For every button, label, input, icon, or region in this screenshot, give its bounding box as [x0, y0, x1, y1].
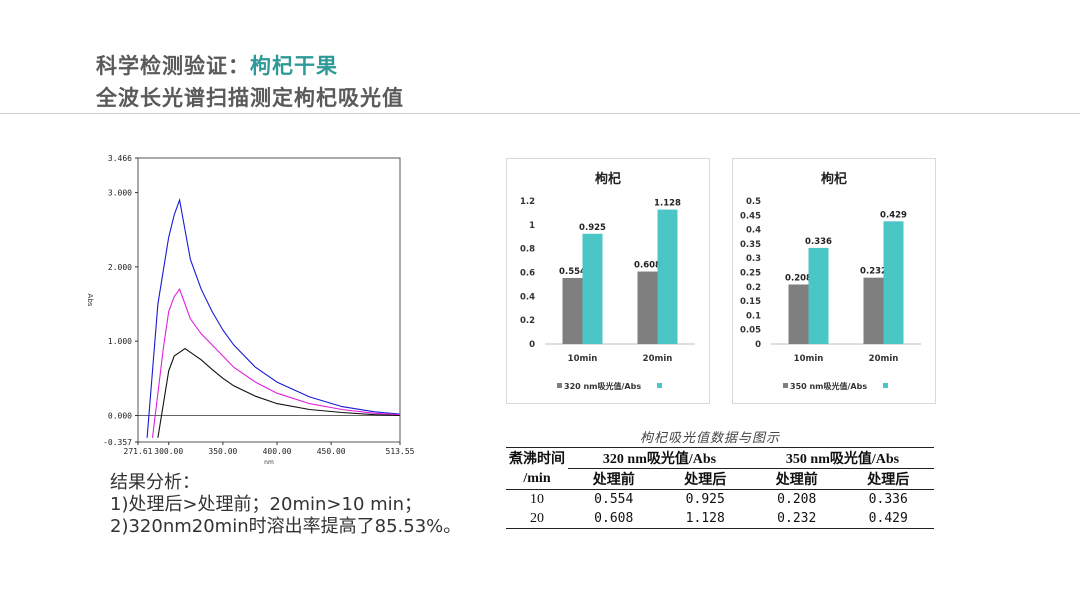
absorbance-table: 煮沸时间 320 nm吸光值/Abs 350 nm吸光值/Abs /min 处理… — [506, 447, 934, 529]
bar — [808, 247, 829, 344]
result-analysis: 结果分析： 1)处理后>处理前；20min>10 min； 2)320nm20m… — [110, 472, 461, 538]
legend-label: 320 nm吸光值/Abs — [564, 381, 641, 391]
bar-chart-320nm: 枸杞 0 0.2 0.4 0.6 0.8 1 1.2 10min 0.554 0.925 20min 0… — [506, 158, 710, 404]
spectrum-line-3 — [157, 347, 400, 438]
y-tick-label: 0 — [755, 340, 761, 350]
header-divider — [0, 113, 1080, 114]
y-tick-label: 0.25 — [740, 269, 761, 279]
y-tick-label: 3.466 — [108, 154, 132, 163]
data-label: 0.925 — [579, 223, 606, 233]
title-highlight: 枸杞干果 — [250, 54, 338, 78]
legend-swatch — [557, 383, 562, 388]
y-tick-label: 0.3 — [746, 254, 761, 264]
y-tick-label: 0.2 — [520, 316, 535, 326]
data-label: 0.232 — [860, 267, 887, 277]
sub-header: 处理后 — [659, 468, 751, 490]
x-axis-label: nm — [264, 459, 274, 466]
time-cell: 10 — [530, 491, 544, 507]
y-tick-label: 0.1 — [746, 311, 761, 321]
bar — [657, 209, 678, 344]
value-cell: 0.925 — [685, 492, 725, 507]
y-tick-label: 0.000 — [108, 411, 132, 420]
x-tick-label: 271.61 — [124, 447, 153, 456]
x-tick-label: 20min — [869, 354, 899, 364]
data-label: 0.429 — [880, 210, 907, 220]
data-label: 0.608 — [634, 261, 661, 271]
x-tick-label: 10min — [794, 354, 824, 364]
y-tick-label: 1 — [529, 221, 535, 231]
bar — [637, 271, 658, 344]
y-tick-label: 1.2 — [520, 197, 535, 207]
y-tick-label: -0.357 — [103, 438, 132, 447]
data-label: 0.554 — [559, 267, 586, 277]
value-cell: 0.232 — [751, 509, 843, 529]
value-cell: 1.128 — [659, 509, 751, 529]
bar — [788, 284, 809, 344]
legend-label: 350 nm吸光值/Abs — [790, 381, 867, 391]
slide-subtitle: 全波长光谱扫描测定枸杞吸光值 — [96, 86, 404, 110]
table-row: 10 0.554 0.925 0.208 0.336 — [506, 490, 934, 510]
data-label: 0.336 — [805, 237, 832, 247]
analysis-line-1: 1)处理后>处理前；20min>10 min； — [110, 494, 423, 515]
y-tick-label: 0.05 — [740, 326, 761, 336]
y-tick-label: 0.35 — [740, 240, 761, 250]
sub-header: 处理后 — [842, 468, 934, 490]
x-tick-label: 350.00 — [208, 447, 237, 456]
analysis-line-2: 2)320nm20min时溶出率提高了85.53%。 — [110, 516, 462, 537]
bar — [562, 277, 583, 344]
data-label: 1.128 — [654, 199, 681, 209]
y-tick-label: 0.8 — [520, 245, 535, 255]
title-prefix: 科学检测验证： — [96, 54, 250, 78]
sub-header: 处理前 — [568, 468, 660, 490]
value-cell: 0.429 — [842, 509, 934, 529]
legend-swatch — [657, 383, 662, 388]
y-tick-label: 0.2 — [746, 283, 761, 293]
x-tick-label: 10min — [568, 354, 598, 364]
table-row: 20 0.608 1.128 0.232 0.429 — [506, 509, 934, 529]
value-cell: 0.554 — [594, 492, 634, 507]
analysis-heading: 结果分析： — [110, 472, 200, 493]
chart-title: 枸杞 — [821, 171, 847, 187]
y-tick-label: 0.15 — [740, 297, 761, 307]
spectrum-line-2 — [151, 288, 400, 438]
data-label: 0.208 — [785, 274, 812, 284]
value-cell: 0.608 — [568, 509, 660, 529]
y-tick-label: 0.4 — [746, 226, 761, 236]
plot-frame — [137, 157, 401, 443]
x-tick-label: 300.00 — [154, 447, 183, 456]
y-tick-label: 0 — [529, 340, 535, 350]
slide-title: 科学检测验证：枸杞干果 — [96, 50, 338, 80]
y-axis-label: Abs — [86, 294, 94, 307]
y-tick-label: 1.000 — [108, 337, 132, 346]
x-tick-label: 513.55 — [386, 447, 415, 456]
x-tick-label: 450.00 — [317, 447, 346, 456]
sub-header: 处理前 — [751, 468, 843, 490]
legend-swatch — [883, 383, 888, 388]
group-header-320: 320 nm吸光值/Abs — [568, 447, 751, 469]
row-header-line2: /min — [506, 468, 568, 490]
y-tick-label: 0.6 — [520, 269, 535, 279]
x-tick-label: 400.00 — [263, 447, 292, 456]
y-tick-label: 0.5 — [746, 197, 761, 207]
row-header-line1: 煮沸时间 — [506, 447, 568, 469]
y-tick-label: 0.45 — [740, 211, 761, 221]
time-cell: 20 — [506, 509, 568, 529]
legend-swatch — [783, 383, 788, 388]
table-caption: 枸杞吸光值数据与图示 — [640, 431, 781, 446]
x-tick-label: 20min — [643, 354, 673, 364]
value-cell: 0.336 — [868, 492, 908, 507]
value-cell: 0.208 — [777, 492, 817, 507]
spectrum-line-1 — [146, 197, 400, 438]
y-tick-label: 2.000 — [108, 263, 132, 272]
y-tick-label: 0.4 — [520, 292, 535, 302]
bar — [883, 221, 904, 344]
y-tick-label: 3.000 — [108, 189, 132, 198]
bar — [582, 233, 603, 344]
group-header-350: 350 nm吸光值/Abs — [751, 447, 934, 469]
bar-chart-350nm: 枸杞 0 0.05 0.1 0.15 0.2 0.25 0.3 0.35 0.4 0.45 0.5 10… — [732, 158, 936, 404]
chart-title: 枸杞 — [595, 171, 621, 187]
bar — [863, 277, 884, 344]
